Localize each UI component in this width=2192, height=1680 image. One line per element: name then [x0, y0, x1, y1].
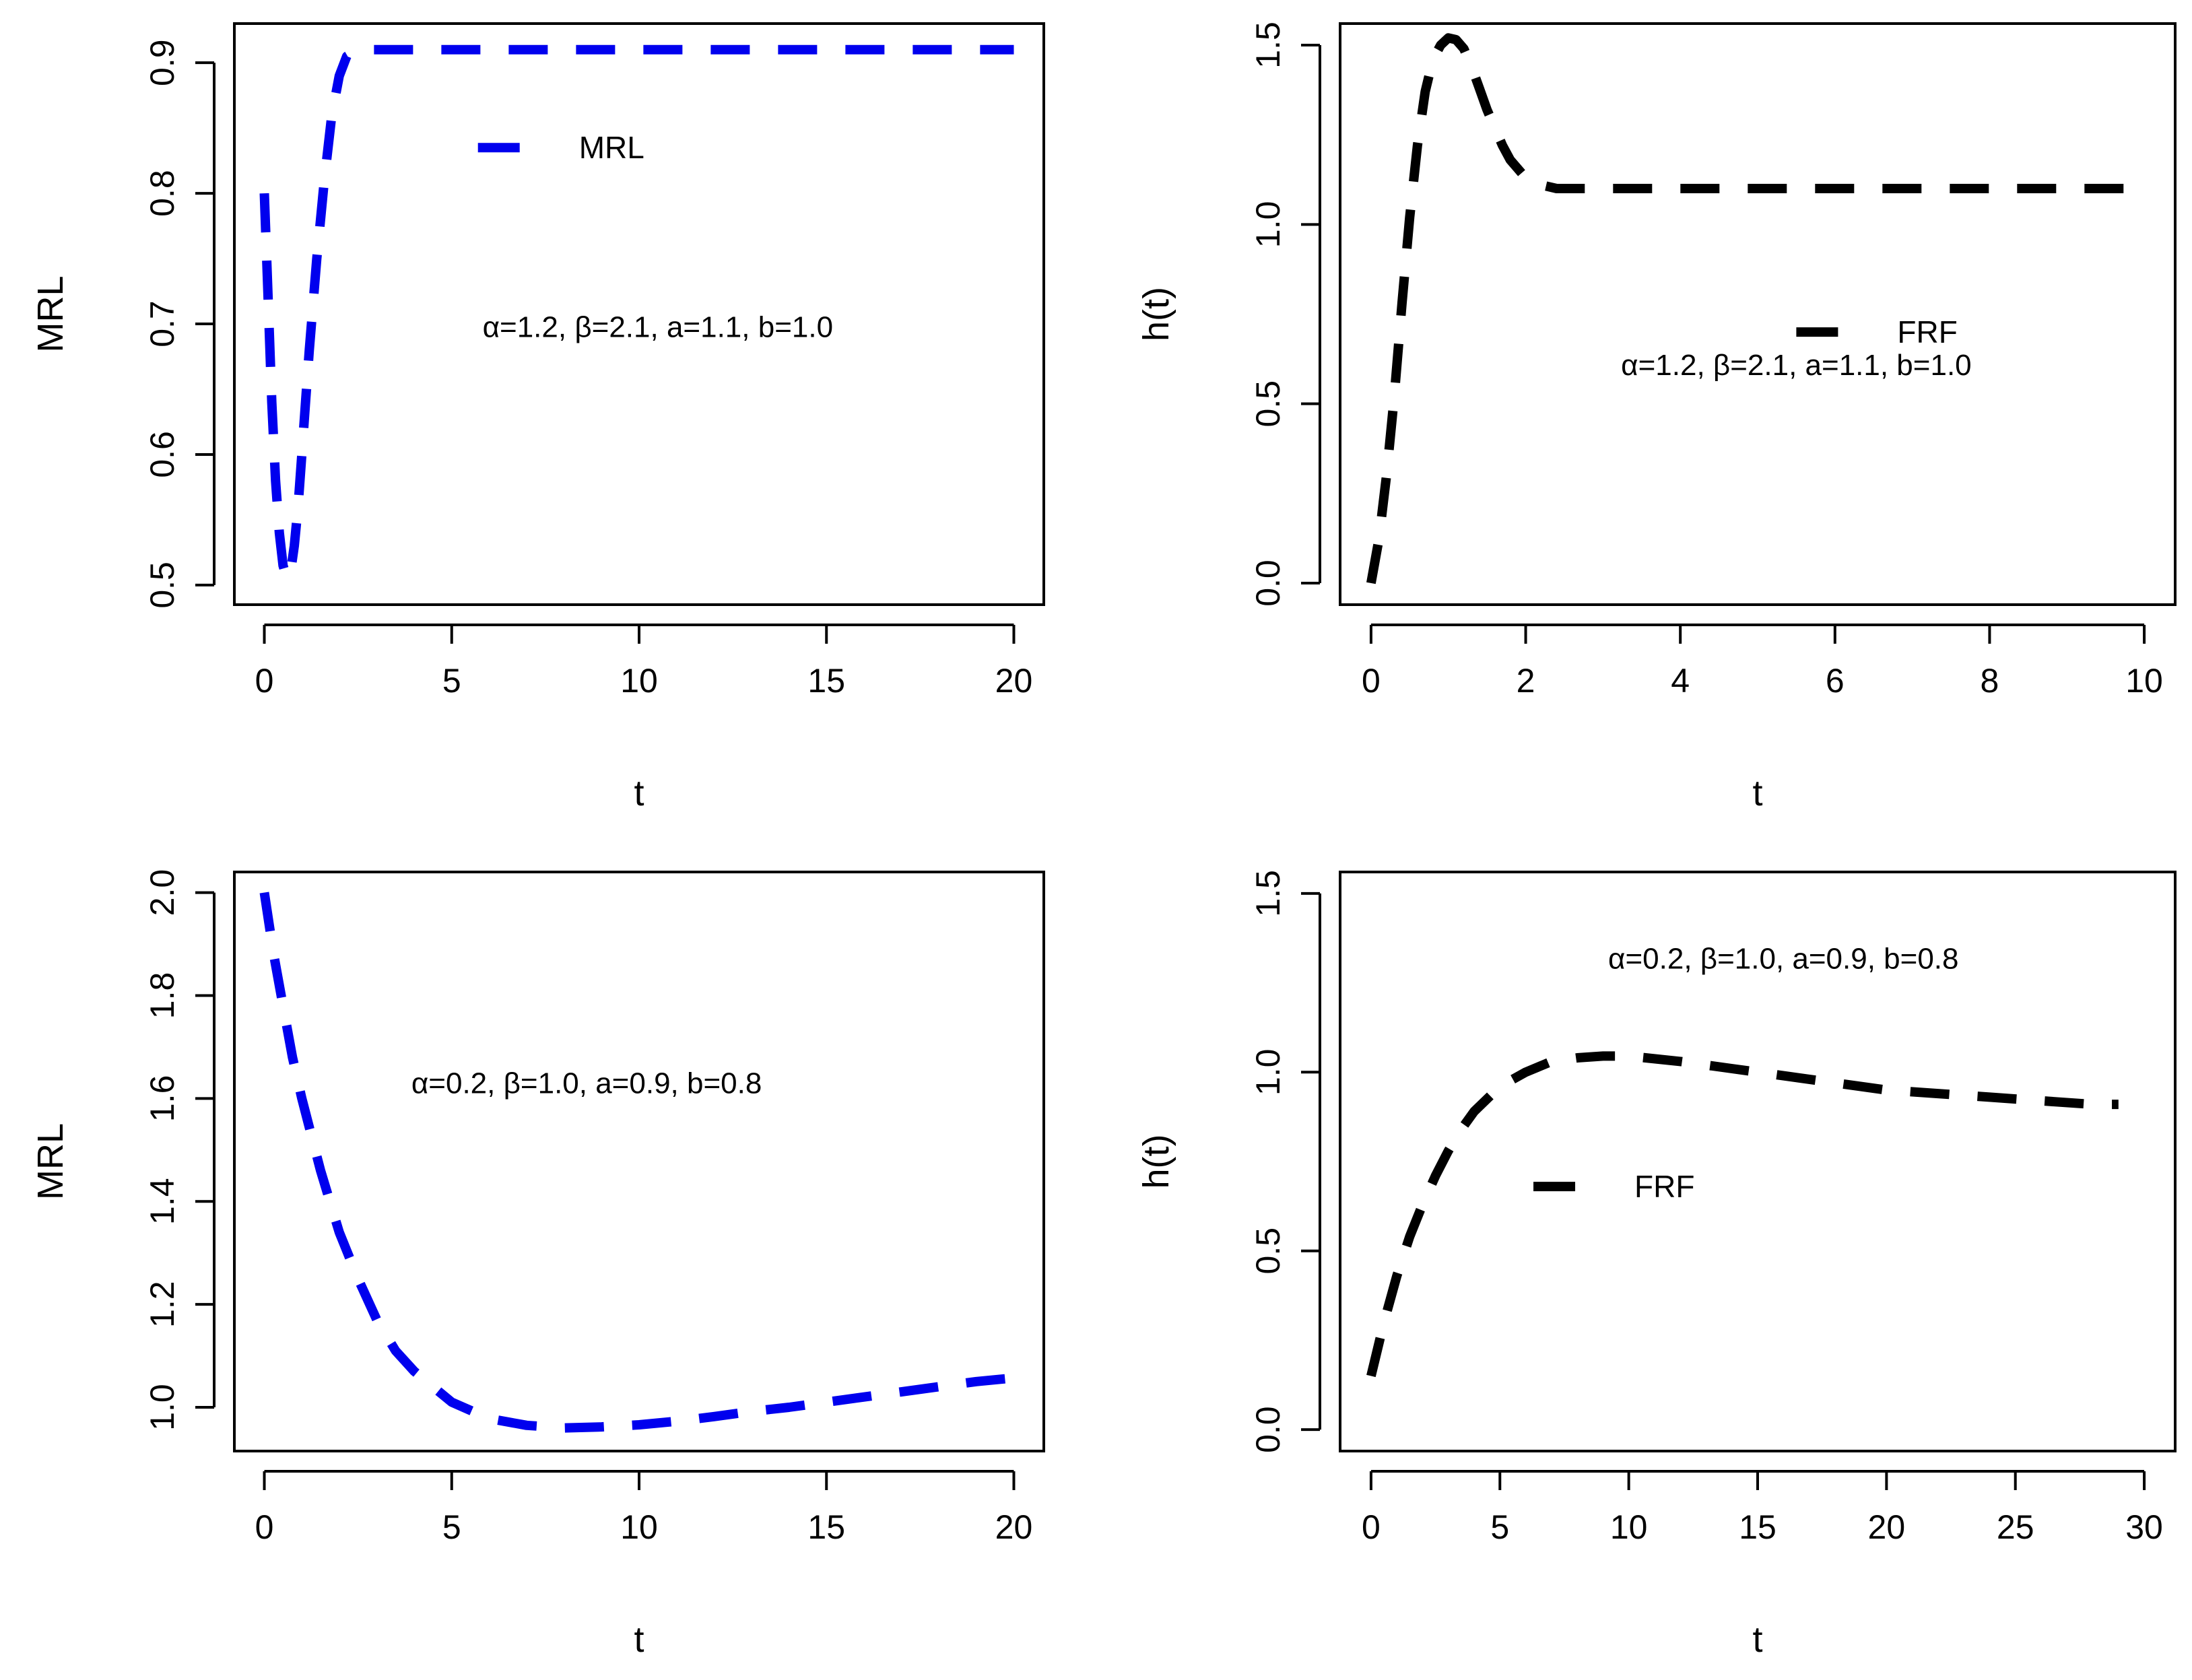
- x-tick-label: 5: [442, 1508, 461, 1546]
- y-tick-label: 1.0: [1249, 201, 1287, 248]
- y-tick-label: 0.5: [1249, 1228, 1287, 1275]
- y-axis-title: MRL: [30, 1123, 71, 1200]
- y-axis-title: h(t): [1136, 1135, 1176, 1189]
- y-tick-label: 1.0: [1249, 1049, 1287, 1096]
- x-axis-top-left: 0 5 10 15 20 t: [255, 624, 1033, 813]
- legend-label: FRF: [1634, 1169, 1694, 1204]
- x-tick-label: 20: [1868, 1508, 1906, 1546]
- x-tick-label: 10: [620, 662, 658, 700]
- y-tick-label: 1.6: [143, 1075, 181, 1122]
- x-tick-label: 0: [255, 662, 274, 700]
- y-axis-bottom-right: 0.0 0.5 1.0 1.5 h(t): [1136, 870, 1321, 1453]
- panel-top-left-mrl: 0 5 10 15 20 t 0.5 0.6 0.7 0.8 0.9 MRL α=1.2, β=2.1,…: [30, 22, 1045, 813]
- y-tick-label: 0.5: [1249, 380, 1287, 428]
- y-tick-label: 1.4: [143, 1178, 181, 1225]
- x-tick-label: 10: [1610, 1508, 1648, 1546]
- y-tick-label: 2.0: [143, 869, 181, 916]
- plot-frame-bottom-left: [233, 871, 1045, 1452]
- x-tick-label: 10: [2125, 662, 2163, 700]
- x-tick-label: 15: [807, 1508, 845, 1546]
- plot-frame-bottom-right: [1339, 871, 2177, 1452]
- y-axis-bottom-left: 1.0 1.2 1.4 1.6 1.8 2.0 MRL: [30, 869, 215, 1431]
- x-axis-title: t: [1752, 773, 1762, 813]
- panel-bottom-right-frf: 0 5 10 15 20 25 30 t 0.0 0.5 1.0 1.5 h(t) α=0.2, β=1.…: [1136, 870, 2177, 1660]
- x-axis-top-right: 0 2 4 6 8 10 t: [1362, 624, 2163, 813]
- y-tick-label: 0.7: [143, 300, 181, 347]
- x-tick-label: 2: [1517, 662, 1535, 700]
- y-axis-top-right: 0.0 0.5 1.0 1.5 h(t): [1136, 22, 1321, 607]
- y-tick-label: 0.6: [143, 431, 181, 478]
- parameter-annotation: α=1.2, β=2.1, a=1.1, b=1.0: [1621, 349, 1971, 382]
- x-tick-label: 15: [1739, 1508, 1776, 1546]
- x-tick-label: 5: [1490, 1508, 1509, 1546]
- y-tick-label: 1.5: [1249, 870, 1287, 917]
- plot-frame-top-right: [1339, 22, 2177, 606]
- series-line-bottom-right: [1366, 1051, 2119, 1378]
- x-tick-label: 20: [995, 662, 1033, 700]
- legend-bottom-right: FRF: [1533, 1169, 1694, 1204]
- x-axis-title: t: [1752, 1619, 1762, 1660]
- y-axis-top-left: 0.5 0.6 0.7 0.8 0.9 MRL: [30, 39, 215, 609]
- y-tick-label: 0.8: [143, 170, 181, 217]
- x-tick-label: 0: [255, 1508, 274, 1546]
- y-axis-title: MRL: [30, 275, 71, 352]
- y-tick-label: 0.0: [1249, 560, 1287, 607]
- x-tick-label: 6: [1826, 662, 1845, 700]
- x-tick-label: 0: [1362, 662, 1381, 700]
- y-tick-label: 0.9: [143, 39, 181, 86]
- x-axis-bottom-right: 0 5 10 15 20 25 30 t: [1362, 1470, 2163, 1660]
- parameter-annotation: α=0.2, β=1.0, a=0.9, b=0.8: [411, 1067, 762, 1100]
- x-axis-title: t: [634, 773, 644, 813]
- parameter-annotation: α=1.2, β=2.1, a=1.1, b=1.0: [483, 310, 833, 343]
- x-tick-label: 8: [1981, 662, 1999, 700]
- plot-frame-top-left: [233, 22, 1045, 606]
- panel-bottom-left-mrl: 0 5 10 15 20 t 1.0 1.2 1.4 1.6 1.8 2.0 MRL α=0.2, β=1…: [30, 869, 1045, 1660]
- y-axis-title: h(t): [1136, 287, 1176, 341]
- y-tick-label: 0.0: [1249, 1406, 1287, 1453]
- parameter-annotation: α=0.2, β=1.0, a=0.9, b=0.8: [1608, 942, 1958, 975]
- series-line-bottom-left: [259, 892, 1015, 1433]
- legend-label: FRF: [1897, 314, 1957, 349]
- x-tick-label: 4: [1671, 662, 1690, 700]
- y-tick-label: 1.8: [143, 972, 181, 1019]
- panel-top-right-frf: 0 2 4 6 8 10 t 0.0 0.5 1.0 1.5 h(t) α=1.2, β=2.1, a=…: [1136, 22, 2177, 813]
- x-tick-label: 30: [2125, 1508, 2163, 1546]
- x-tick-label: 25: [1997, 1508, 2034, 1546]
- x-tick-label: 20: [995, 1508, 1033, 1546]
- y-tick-label: 1.0: [143, 1384, 181, 1431]
- y-tick-label: 1.2: [143, 1281, 181, 1328]
- legend-label: MRL: [579, 130, 644, 165]
- legend-top-right: FRF: [1796, 314, 1958, 349]
- series-line-top-right: [1366, 33, 2145, 584]
- x-tick-label: 0: [1362, 1508, 1381, 1546]
- x-tick-label: 15: [807, 662, 845, 700]
- y-tick-label: 0.5: [143, 562, 181, 609]
- x-tick-label: 5: [442, 662, 461, 700]
- legend-top-left: MRL: [477, 130, 644, 165]
- x-axis-bottom-left: 0 5 10 15 20 t: [255, 1470, 1033, 1660]
- y-tick-label: 1.5: [1249, 22, 1287, 69]
- x-tick-label: 10: [620, 1508, 658, 1546]
- series-line-top-left: [259, 44, 1014, 584]
- x-axis-title: t: [634, 1619, 644, 1660]
